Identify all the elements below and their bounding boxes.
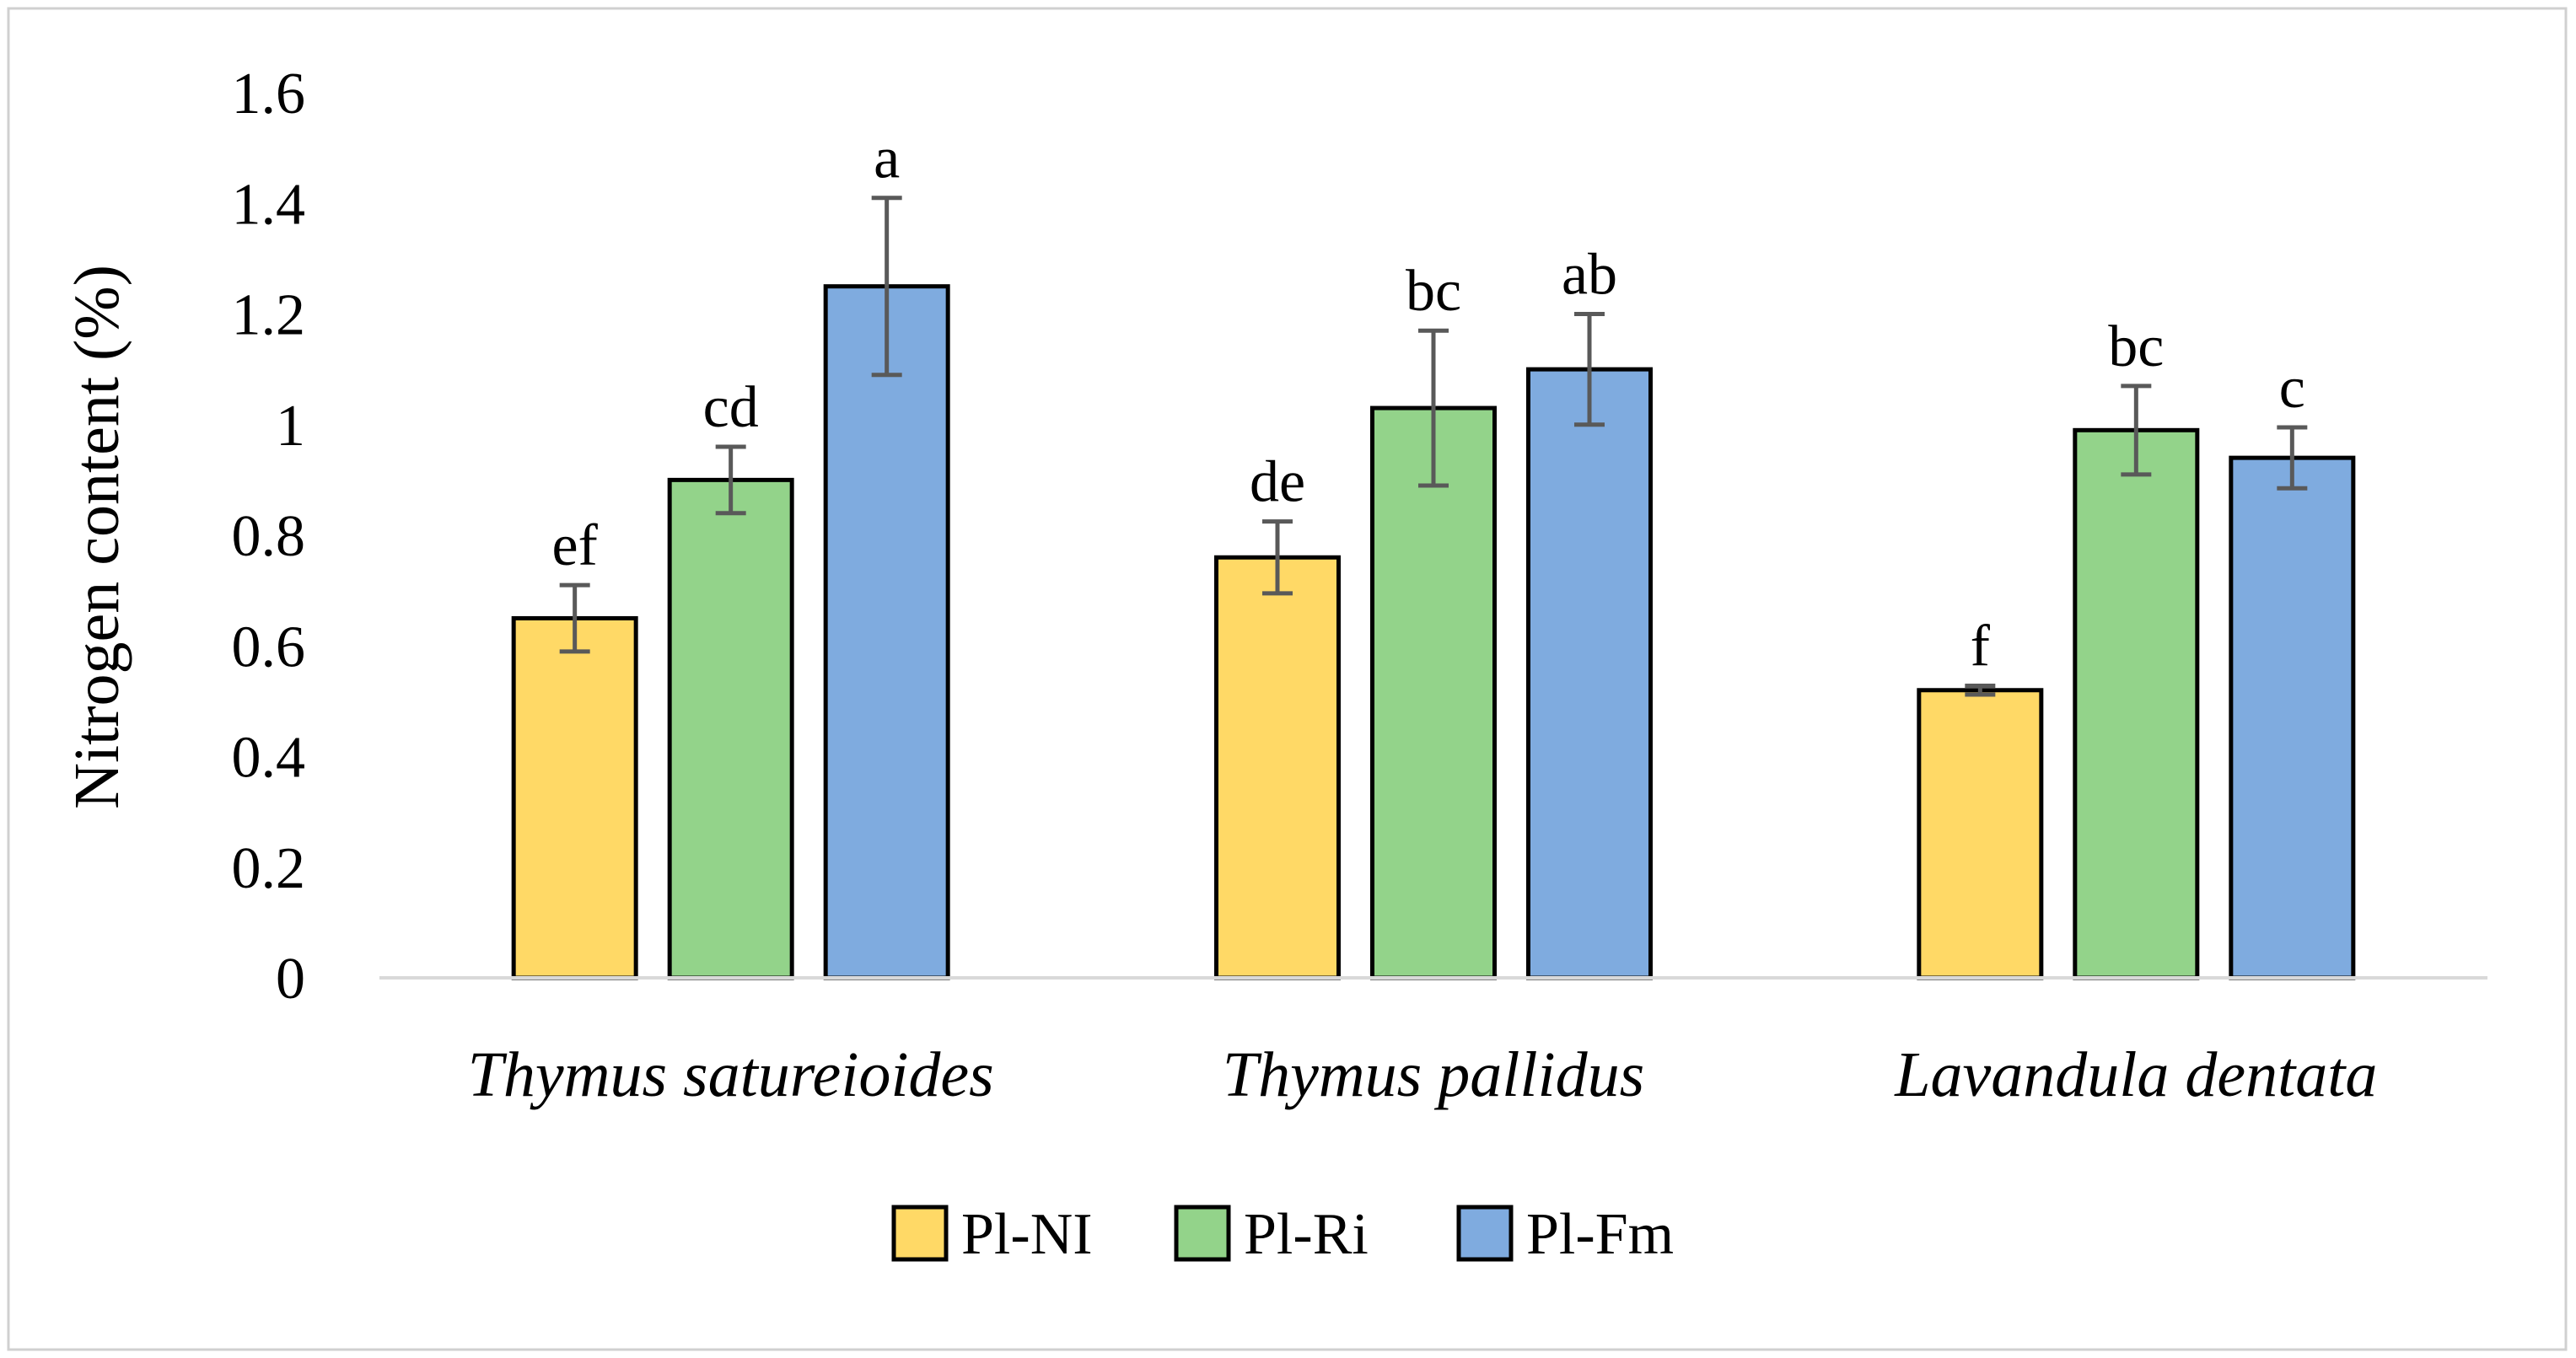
- error-bars: [559, 196, 2308, 697]
- significance-letter: ab: [1562, 243, 1617, 308]
- legend-swatch-pl-ri: [1174, 1205, 1231, 1262]
- bar-pl-ni-thymus-pallidus: [1214, 555, 1341, 980]
- legend-swatch-pl-ni: [891, 1205, 949, 1262]
- y-tick-label: 1: [276, 394, 305, 459]
- legend: Pl-NI Pl-Ri Pl-Fm: [891, 1202, 1674, 1267]
- significance-letter: c: [2279, 356, 2305, 421]
- y-tick-label: 1.6: [232, 62, 306, 126]
- legend-label-pl-ri: Pl-Ri: [1244, 1202, 1369, 1267]
- significance-letter: ef: [551, 513, 598, 578]
- x-axis-categories: Thymus satureioides Thymus pallidus Lavand…: [468, 1039, 2378, 1110]
- significance-letter: bc: [2108, 314, 2164, 379]
- y-axis-ticks: 0 0.2 0.4 0.6 0.8 1 1.2 1.4 1.6: [232, 62, 306, 1012]
- y-tick-label: 0.2: [232, 836, 306, 901]
- legend-swatch-pl-fm: [1456, 1205, 1514, 1262]
- x-category-label: Thymus satureioides: [468, 1039, 994, 1110]
- bar-pl-ri-lavandula-dentata: [2073, 427, 2200, 980]
- x-category-label: Thymus pallidus: [1223, 1039, 1644, 1110]
- bar-pl-ni-lavandula-dentata: [1917, 688, 2044, 980]
- significance-letter: cd: [703, 375, 759, 440]
- y-tick-label: 0.6: [232, 615, 306, 679]
- bar-pl-fm-thymus-satureioides: [823, 284, 950, 980]
- y-tick-label: 0: [276, 947, 305, 1012]
- bar-pl-ri-thymus-satureioides: [667, 477, 794, 980]
- y-tick-label: 1.4: [232, 172, 306, 237]
- bar-pl-fm-lavandula-dentata: [2229, 455, 2356, 980]
- bar-pl-ri-thymus-pallidus: [1370, 405, 1497, 980]
- significance-letter: f: [1971, 615, 1991, 679]
- y-tick-label: 0.4: [232, 726, 306, 791]
- bar-pl-ni-thymus-satureioides: [511, 615, 638, 980]
- y-axis-title: Nitrogen content (%): [62, 265, 132, 809]
- y-tick-label: 0.8: [232, 504, 306, 569]
- significance-letter: de: [1250, 450, 1305, 515]
- legend-label-pl-fm: Pl-Fm: [1526, 1202, 1674, 1267]
- legend-label-pl-ni: Pl-NI: [961, 1202, 1093, 1267]
- y-tick-label: 1.2: [232, 283, 306, 348]
- significance-letters: ef cd a de bc ab f bc c: [551, 126, 2304, 679]
- significance-letter: bc: [1406, 259, 1461, 324]
- x-category-label: Lavandula dentata: [1894, 1039, 2377, 1110]
- bar-pl-fm-thymus-pallidus: [1526, 367, 1653, 980]
- significance-letter: a: [874, 126, 900, 191]
